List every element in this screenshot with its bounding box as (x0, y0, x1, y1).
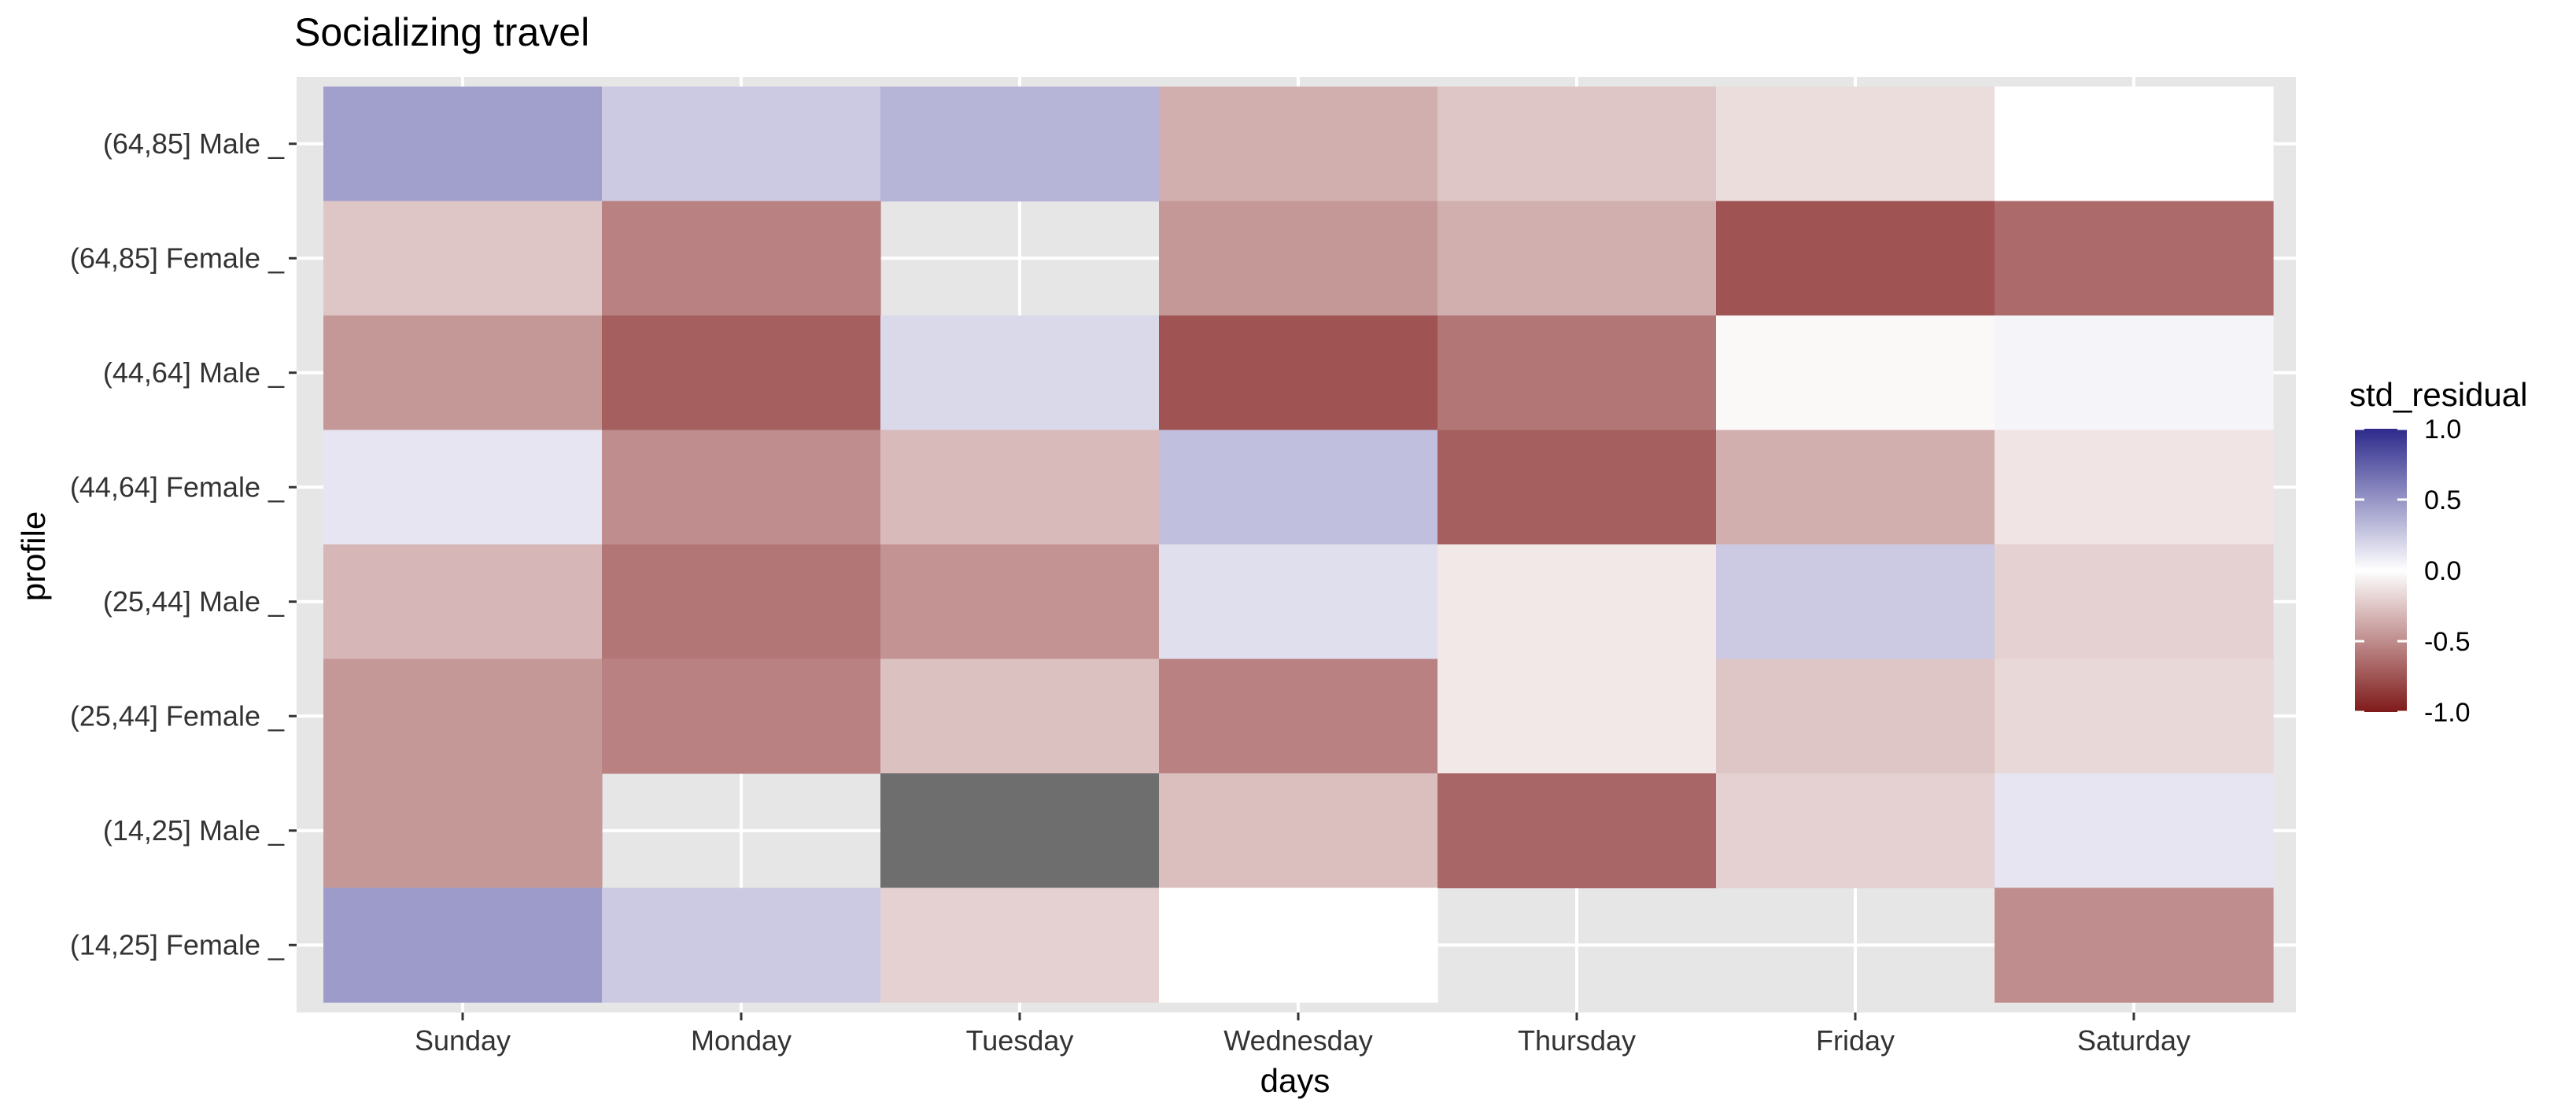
y-axis-ticks: (64,85] Male _ (64,85] Female _ (44,64] Ma… (70, 127, 297, 961)
heatmap-cell (323, 544, 603, 660)
heatmap-cell (1716, 87, 1995, 202)
x-tick-label: Sunday (415, 1024, 511, 1057)
heatmap-cell (323, 773, 603, 889)
x-axis-ticks: Sunday Monday Tuesday Wednesday Thursday Frid… (415, 1013, 2190, 1057)
heatmap-cell (880, 773, 1160, 889)
heatmap-cell (1437, 430, 1717, 545)
heatmap-cell (1437, 201, 1717, 316)
y-tick-label: (25,44] Male _ (103, 585, 285, 618)
heatmap-cell (1995, 430, 2274, 545)
heatmap-cell (1159, 430, 1438, 545)
heatmap-cell (1995, 87, 2274, 202)
heatmap-cell (1995, 773, 2274, 889)
heatmap-cell (1437, 315, 1717, 431)
heatmap-cell (602, 430, 881, 545)
x-tick-label: Tuesday (966, 1024, 1074, 1057)
heatmap-cell (323, 430, 603, 545)
heatmap-cell (323, 315, 603, 431)
x-tick-label: Saturday (2077, 1024, 2190, 1057)
heatmap-cell (880, 544, 1160, 660)
heatmap-cell (1437, 658, 1717, 774)
y-axis-title: profile (15, 511, 52, 601)
legend-ticks: 1.0 0.5 0.0 -0.5 -1.0 (2355, 415, 2471, 728)
heatmap-cell (1159, 201, 1438, 316)
y-tick-label: (64,85] Female _ (70, 242, 285, 274)
chart-title: Socializing travel (294, 10, 589, 54)
heatmap-cell (323, 201, 603, 316)
x-tick-label: Friday (1816, 1024, 1895, 1057)
heatmap-cell (323, 658, 603, 774)
y-tick-label: (44,64] Female _ (70, 470, 285, 503)
heatmap-cell (602, 201, 881, 316)
heatmap-cell (880, 430, 1160, 545)
heatmap-cell (1159, 87, 1438, 202)
heatmap-cell (602, 887, 881, 1003)
legend-tick-label: 1.0 (2424, 415, 2461, 444)
x-tick-label: Thursday (1518, 1024, 1636, 1057)
heatmap-cell (1716, 315, 1995, 431)
y-tick-label: (14,25] Male _ (103, 814, 285, 847)
y-tick-label: (64,85] Male _ (103, 127, 285, 160)
heatmap-cell (1437, 87, 1717, 202)
heatmap-cell (1159, 544, 1438, 660)
heatmap-cell (1995, 658, 2274, 774)
legend-tick-label: -0.5 (2424, 627, 2471, 657)
heatmap-cell (1159, 773, 1438, 889)
y-tick-label: (44,64] Male _ (103, 356, 285, 389)
heatmap-cell (1716, 544, 1995, 660)
heatmap-cell (602, 544, 881, 660)
legend-title: std_residual (2349, 376, 2527, 413)
heatmap-cell (602, 87, 881, 202)
heatmap-cell (1437, 773, 1717, 889)
y-tick-label: (14,25] Female _ (70, 928, 285, 961)
heatmap-cell (323, 887, 603, 1003)
heatmap-cell (1995, 544, 2274, 660)
heatmap-cell (1995, 315, 2274, 431)
heatmap-cell (1159, 658, 1438, 774)
heatmap-cell (1159, 315, 1438, 431)
legend-tick-label: 0.0 (2424, 556, 2461, 586)
x-tick-label: Wednesday (1223, 1024, 1372, 1057)
heatmap-cell (1159, 887, 1438, 1003)
heatmap-cell (1716, 658, 1995, 774)
y-tick-label: (25,44] Female _ (70, 699, 285, 732)
heatmap-cell (880, 87, 1160, 202)
x-axis-title: days (1260, 1062, 1330, 1099)
heatmap-cell (1437, 544, 1717, 660)
heatmap-cell (602, 658, 881, 774)
heatmap-cell (602, 315, 881, 431)
color-legend: std_residual 1.0 0.5 0.0 -0.5 -1.0 (2349, 376, 2527, 728)
legend-tick-label: 0.5 (2424, 485, 2461, 515)
legend-tick-label: -1.0 (2424, 698, 2471, 728)
heatmap-cell (880, 315, 1160, 431)
x-tick-label: Monday (691, 1024, 792, 1057)
heatmap-cell (1995, 201, 2274, 316)
heatmap-cells (323, 87, 2274, 1003)
heatmap-cell (1995, 887, 2274, 1003)
heatmap-cell (880, 658, 1160, 774)
heatmap-cell (1716, 201, 1995, 316)
heatmap-cell (1716, 773, 1995, 889)
heatmap-cell (1716, 430, 1995, 545)
heatmap-cell (323, 87, 603, 202)
heatmap-cell (880, 887, 1160, 1003)
